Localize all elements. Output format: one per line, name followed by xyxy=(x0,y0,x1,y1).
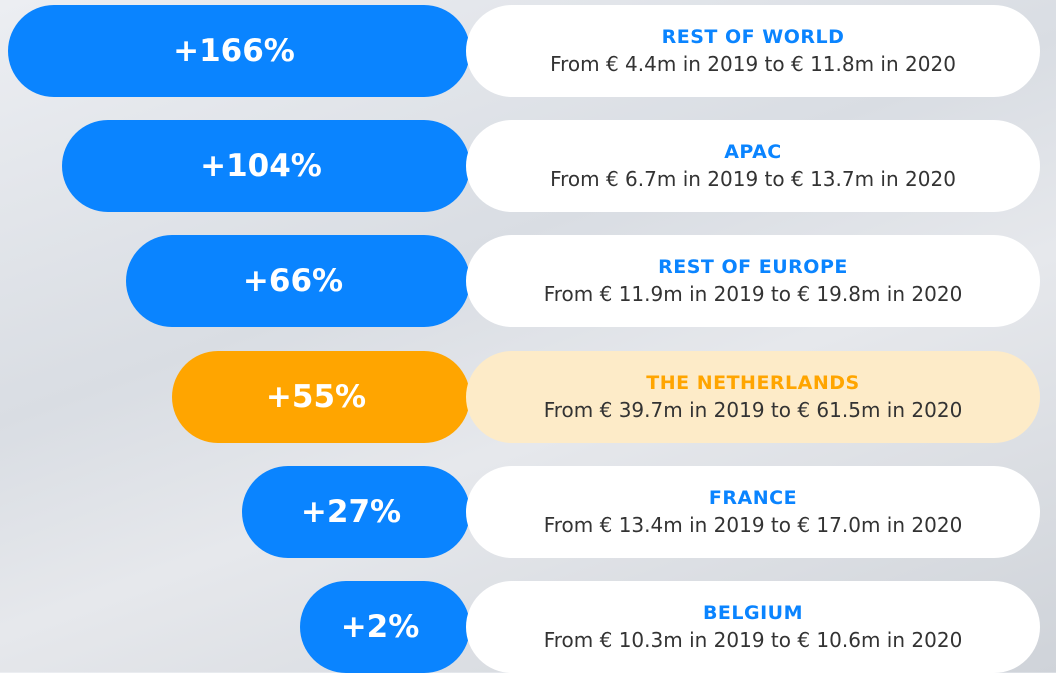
change-pill: +55% xyxy=(172,351,470,443)
region-detail: From € 10.3m in 2019 to € 10.6m in 2020 xyxy=(543,628,963,652)
change-pill: +104% xyxy=(62,120,470,212)
region-card: APAC From € 6.7m in 2019 to € 13.7m in 20… xyxy=(466,120,1040,212)
row: +66% REST OF EUROPE From € 11.9m in 2019 t… xyxy=(0,235,1056,327)
row: +2% BELGIUM From € 10.3m in 2019 to € 10.6… xyxy=(0,581,1056,673)
region-card: REST OF EUROPE From € 11.9m in 2019 to € … xyxy=(466,235,1040,327)
region-card: FRANCE From € 13.4m in 2019 to € 17.0m in… xyxy=(466,466,1040,558)
row: +27% FRANCE From € 13.4m in 2019 to € 17.0… xyxy=(0,466,1056,558)
change-pill: +66% xyxy=(126,235,470,327)
region-detail: From € 39.7m in 2019 to € 61.5m in 2020 xyxy=(543,398,963,422)
row: +55% THE NETHERLANDS From € 39.7m in 2019 … xyxy=(0,351,1056,443)
change-pill: +166% xyxy=(8,5,470,97)
row: +104% APAC From € 6.7m in 2019 to € 13.7m … xyxy=(0,120,1056,212)
region-detail: From € 13.4m in 2019 to € 17.0m in 2020 xyxy=(543,513,963,537)
region-title: BELGIUM xyxy=(702,602,804,624)
region-title: APAC xyxy=(724,141,782,163)
region-title: REST OF WORLD xyxy=(661,26,845,48)
region-title: FRANCE xyxy=(708,487,798,509)
region-title: REST OF EUROPE xyxy=(658,256,848,278)
region-card: THE NETHERLANDS From € 39.7m in 2019 to €… xyxy=(466,351,1040,443)
region-title: THE NETHERLANDS xyxy=(646,372,860,394)
row: +166% REST OF WORLD From € 4.4m in 2019 to… xyxy=(0,5,1056,97)
region-detail: From € 4.4m in 2019 to € 11.8m in 2020 xyxy=(550,52,956,76)
region-card: BELGIUM From € 10.3m in 2019 to € 10.6m i… xyxy=(466,581,1040,673)
region-detail: From € 11.9m in 2019 to € 19.8m in 2020 xyxy=(543,282,963,306)
region-card: REST OF WORLD From € 4.4m in 2019 to € 11… xyxy=(466,5,1040,97)
change-pill: +2% xyxy=(300,581,470,673)
region-detail: From € 6.7m in 2019 to € 13.7m in 2020 xyxy=(550,167,956,191)
change-pill: +27% xyxy=(242,466,470,558)
